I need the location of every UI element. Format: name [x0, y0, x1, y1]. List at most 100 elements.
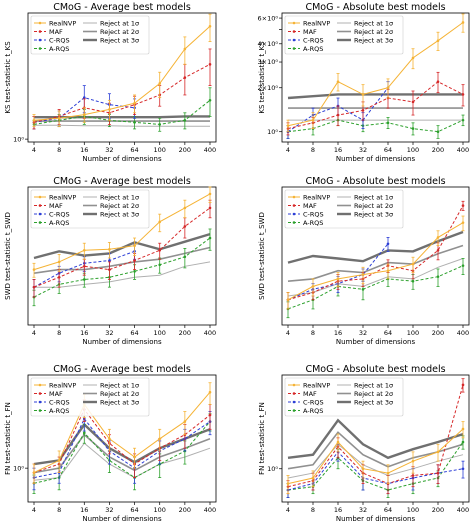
data-point [411, 459, 415, 463]
data-point [386, 242, 390, 246]
legend-label: Reject at 2σ [354, 202, 393, 210]
series-line [33, 97, 135, 123]
x-tick-label: 16 [334, 146, 342, 154]
legend-label: RealNVP [303, 19, 330, 27]
series-line [33, 417, 211, 479]
y-axis-label: SWD test-statistic t_SWD [4, 212, 12, 300]
legend-label: Reject at 1σ [354, 19, 393, 27]
data-point [82, 113, 86, 116]
legend-label: C-RQS [49, 210, 70, 218]
x-tick-label: 100 [407, 506, 419, 514]
data-point [108, 259, 111, 262]
data-point [411, 127, 415, 130]
data-point [108, 437, 111, 441]
data-point [436, 39, 440, 42]
data-point [57, 117, 61, 120]
data-point [158, 263, 162, 267]
x-tick-label: 4 [286, 506, 290, 514]
data-point [311, 285, 315, 288]
x-tick-label: 16 [334, 329, 342, 337]
data-point [133, 259, 136, 262]
legend-label: Reject at 1σ [100, 19, 139, 27]
data-point [32, 471, 36, 474]
data-point [461, 221, 465, 224]
data-point [461, 93, 465, 96]
data-point [183, 76, 187, 79]
chart-title: CMoG - Absolute best models [305, 364, 445, 375]
legend-label: Reject at 2σ [100, 202, 139, 210]
series-line [33, 207, 211, 288]
legend-label: A-RQS [303, 407, 323, 415]
data-point [461, 264, 465, 267]
series-line [33, 246, 211, 274]
y-tick-label: 10⁰ [13, 135, 24, 143]
data-point [82, 278, 86, 281]
data-point [461, 427, 465, 431]
data-point [286, 482, 290, 485]
data-point [436, 249, 440, 252]
legend-label: C-RQS [303, 210, 324, 218]
series-reject-at-3- [287, 93, 463, 100]
legend-label: Reject at 3σ [354, 36, 393, 44]
series-reject-at-3- [287, 418, 464, 460]
legend-marker [292, 204, 296, 207]
data-point [361, 109, 365, 112]
y-tick-label: 4×10⁰ [258, 40, 279, 48]
chart-title: CMoG - Average best models [53, 176, 191, 187]
chart-title: CMoG - Absolute best models [305, 176, 445, 187]
chart-panel-2: CMoG - Absolute best models 4 8 16 32 64 100 20… [258, 2, 470, 163]
data-point [436, 450, 440, 454]
data-point [133, 244, 136, 248]
x-axis-label: Number of dimensions [82, 155, 162, 163]
legend-marker [38, 195, 42, 199]
data-point [32, 268, 36, 271]
legend-box [284, 15, 404, 55]
series-line [33, 442, 211, 481]
x-tick-label: 200 [432, 506, 444, 514]
legend-label: MAF [303, 28, 317, 36]
legend-marker [38, 38, 42, 42]
data-point [208, 24, 212, 28]
legend-marker [292, 38, 296, 42]
x-tick-label: 400 [204, 506, 216, 514]
series-reject-at-2- [287, 431, 464, 470]
series-line [287, 22, 464, 127]
series-line [287, 443, 464, 479]
legend-marker [38, 221, 42, 224]
chart-panel-1: CMoG - Average best models 4 8 16 32 64 100 200… [4, 2, 217, 163]
data-point [82, 264, 86, 268]
data-point [208, 192, 212, 196]
legend-label: MAF [303, 390, 317, 398]
legend-marker [292, 30, 296, 33]
legend-label: Reject at 3σ [100, 398, 139, 406]
legend-label: C-RQS [303, 36, 324, 44]
data-point [108, 108, 111, 111]
series-realnvp [286, 421, 465, 495]
data-point [158, 123, 162, 126]
x-tick-label: 8 [57, 506, 61, 514]
data-point [461, 467, 465, 471]
data-point [411, 279, 415, 283]
data-point [183, 206, 187, 210]
y-tick-label: 10⁰ [13, 464, 24, 472]
x-tick-label: 64 [384, 146, 392, 154]
series-reject-at-1- [34, 261, 211, 288]
x-tick-label: 400 [457, 146, 469, 154]
legend-marker [38, 47, 42, 50]
legend-marker [38, 400, 42, 404]
data-point [461, 383, 465, 387]
x-axis-label: Number of dimensions [336, 515, 416, 523]
data-point [311, 476, 315, 480]
x-tick-label: 4 [32, 329, 36, 337]
data-point [82, 431, 86, 435]
x-tick-label: 100 [407, 329, 419, 337]
legend-box [30, 15, 150, 55]
x-tick-label: 64 [384, 506, 392, 514]
data-point [82, 96, 86, 99]
data-point [57, 275, 61, 279]
